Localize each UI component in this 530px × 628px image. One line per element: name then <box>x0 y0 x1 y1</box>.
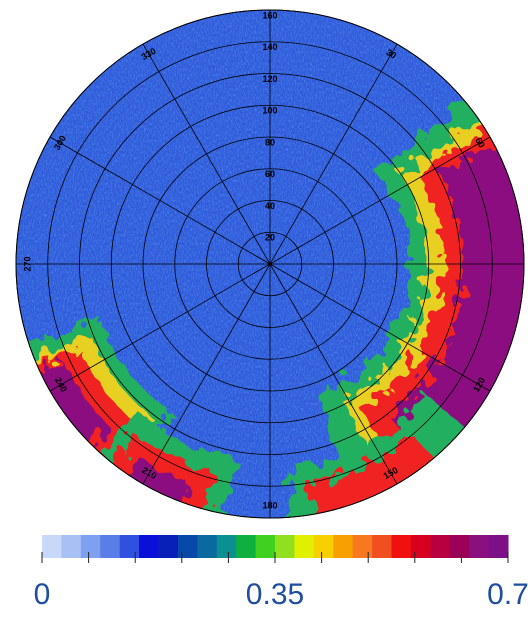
colorbar-swatch <box>197 535 217 558</box>
colorbar-swatch <box>61 535 81 558</box>
range-label: 20 <box>265 233 275 243</box>
field <box>4 10 530 542</box>
colorbar-swatch <box>314 535 334 558</box>
colorbar-swatch <box>430 535 450 558</box>
colorbar-swatch <box>256 535 276 558</box>
colorbar-swatch <box>139 535 159 558</box>
colorbar-swatch <box>333 535 353 558</box>
colorbar-label: 0.7 <box>487 578 529 611</box>
range-label: 100 <box>262 106 277 116</box>
colorbar-swatch <box>42 535 62 558</box>
azimuth-label: 270 <box>22 256 32 271</box>
page: {"chart_data": {"type": "polar", "rlim":… <box>0 0 530 623</box>
colorbar-swatch <box>392 535 412 558</box>
colorbar-swatch <box>100 535 120 558</box>
range-label: 60 <box>265 169 275 179</box>
colorbar-swatch <box>217 535 237 558</box>
chart: 2040608010012014016030601201501802102402… <box>0 0 530 623</box>
colorbar-swatch <box>81 535 101 558</box>
colorbar-swatch <box>411 535 431 558</box>
range-label: 160 <box>262 10 277 20</box>
range-label: 140 <box>262 42 277 52</box>
colorbar-swatch <box>120 535 140 558</box>
colorbar-swatch <box>178 535 198 558</box>
colorbar-label: 0 <box>34 578 51 611</box>
colorbar-label: 0.35 <box>246 578 304 611</box>
range-label: 120 <box>262 74 277 84</box>
colorbar-swatch <box>372 535 392 558</box>
colorbar-swatch <box>275 535 295 558</box>
colorbar-swatch <box>353 535 373 558</box>
range-label: 80 <box>265 137 275 147</box>
colorbar-swatch <box>489 535 509 558</box>
colorbar-swatch <box>469 535 489 558</box>
colorbar-swatch <box>294 535 314 558</box>
colorbar-swatch <box>159 535 179 558</box>
azimuth-label: 180 <box>262 500 277 510</box>
range-label: 40 <box>265 201 275 211</box>
colorbar-swatch <box>236 535 256 558</box>
colorbar: 0 0.35 0.7 <box>34 535 529 611</box>
colorbar-swatch <box>450 535 470 558</box>
